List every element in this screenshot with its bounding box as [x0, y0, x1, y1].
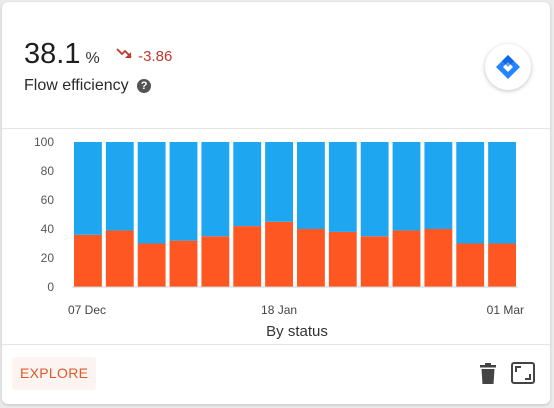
bar-segment-series-2 [456, 142, 485, 244]
help-icon[interactable]: ? [137, 79, 152, 93]
bar-segment-series-2 [360, 142, 389, 237]
bar-segment-series-1 [137, 243, 166, 287]
bar-segment-series-1 [392, 230, 421, 287]
metric-label-row: Flow efficiency ? [24, 77, 152, 95]
bar-segment-series-2 [328, 142, 357, 232]
bar-segment-series-2 [74, 142, 102, 235]
y-tick-label: 0 [47, 280, 54, 294]
x-axis-label: By status [266, 323, 328, 340]
trending-down-icon [116, 46, 134, 60]
bar-segment-series-2 [137, 142, 166, 244]
metric-value: 38.1 [24, 38, 81, 70]
metric-label: Flow efficiency [24, 77, 129, 94]
bar-segment-series-1 [265, 221, 293, 287]
bar-segment-series-2 [424, 142, 453, 229]
x-tick-label: 18 Jan [261, 303, 297, 317]
expand-icon[interactable] [511, 362, 535, 389]
metric-unit: % [85, 50, 100, 67]
y-tick-label: 20 [41, 251, 55, 265]
bar-segment-series-2 [265, 142, 293, 222]
flow-efficiency-card: 38.1% -3.86 Flow efficiency ? 0 20 40 60 80 1… [2, 2, 550, 404]
x-tick-label: 01 Mar [487, 303, 524, 317]
trash-icon[interactable] [479, 363, 497, 390]
footer-divider [2, 344, 550, 345]
explore-button[interactable]: EXPLORE [12, 357, 97, 390]
bar-segment-series-2 [105, 142, 134, 231]
bar-segment-series-1 [424, 229, 453, 287]
bar-segment-series-1 [488, 243, 516, 287]
bar-segment-series-2 [392, 142, 421, 231]
metric-row: 38.1% -3.86 [24, 38, 172, 72]
bar-segment-series-1 [297, 229, 325, 287]
bar-segment-series-1 [456, 243, 485, 287]
bar-segment-series-2 [169, 142, 198, 241]
x-tick-label: 07 Dec [68, 303, 106, 317]
bar-segment-series-1 [169, 240, 198, 287]
bar-segment-series-2 [297, 142, 325, 229]
jira-logo-icon [485, 44, 531, 90]
card-footer: EXPLORE [2, 345, 550, 404]
bar-segment-series-1 [74, 234, 102, 287]
y-tick-label: 80 [41, 164, 55, 178]
metric-delta: -3.86 [138, 48, 173, 65]
bar-segment-series-2 [201, 142, 230, 237]
y-tick-label: 40 [41, 222, 55, 236]
bar-segment-series-1 [328, 231, 357, 287]
bar-segment-series-1 [233, 226, 262, 287]
header-divider [2, 128, 550, 129]
bar-segment-series-1 [360, 236, 389, 287]
card-header: 38.1% -3.86 Flow efficiency ? [2, 2, 550, 128]
bar-segment-series-1 [201, 236, 230, 287]
bar-segment-series-1 [105, 230, 134, 287]
bar-segment-series-2 [233, 142, 262, 227]
bar-segment-series-2 [488, 142, 516, 244]
y-tick-label: 60 [41, 193, 55, 207]
stacked-bar-chart: 0 20 40 60 80 100 07 Dec 18 Jan 01 Mar By status [34, 135, 524, 340]
y-tick-label: 100 [34, 135, 54, 149]
